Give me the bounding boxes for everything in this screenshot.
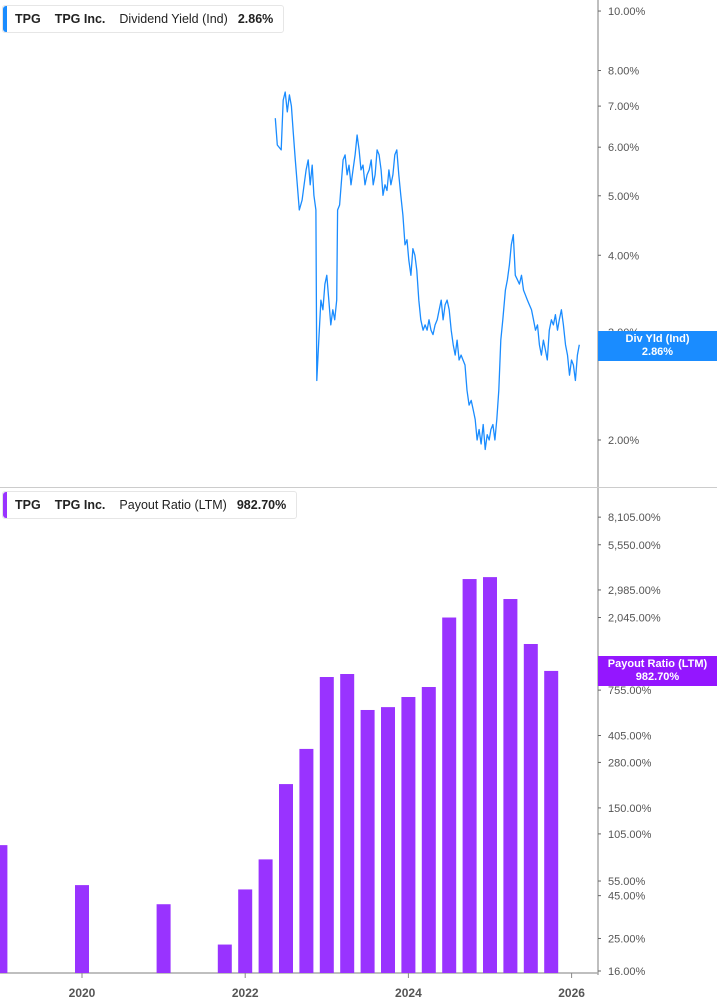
x-tick-label: 2020: [69, 986, 96, 1000]
payout-ratio-bar: [421, 687, 436, 973]
y-tick-label: 5.00%: [608, 191, 639, 203]
series-color-marker: [3, 6, 7, 32]
y-tick-label: 7.00%: [608, 101, 639, 113]
y-tick-label: 2,985.00%: [608, 585, 661, 597]
flag-value: 2.86%: [641, 346, 674, 358]
legend-payout-ratio[interactable]: TPG TPG Inc. Payout Ratio (LTM) 982.70%: [2, 491, 298, 519]
y-tick-label: 8.00%: [608, 66, 639, 78]
payout-ratio-bar: [442, 617, 457, 973]
y-tick-label: 405.00%: [608, 731, 652, 743]
payout-ratio-bar: [238, 889, 253, 973]
flag-label: Div Yld (Ind): [625, 333, 690, 345]
y-tick-label: 755.00%: [608, 685, 652, 697]
current-value-flag-payout: Payout Ratio (LTM) 982.70%: [598, 656, 717, 686]
y-tick-label: 6.00%: [608, 142, 639, 154]
payout-ratio-bar: [319, 677, 334, 973]
legend-value: 982.70%: [236, 498, 287, 512]
y-tick-label: 16.00%: [608, 966, 646, 978]
y-tick-label: 105.00%: [608, 829, 652, 841]
payout-ratio-bar: [217, 944, 232, 973]
legend-metric: Payout Ratio (LTM): [119, 498, 227, 512]
payout-ratio-bar: [258, 859, 273, 973]
flag-label: Payout Ratio (LTM): [607, 658, 708, 670]
legend-company: TPG Inc.: [54, 498, 106, 512]
legend-ticker: TPG: [15, 12, 41, 26]
y-tick-label: 2,045.00%: [608, 613, 661, 625]
payout-ratio-bar: [299, 748, 314, 973]
payout-ratio-bar: [156, 904, 171, 973]
payout-ratio-bar: [544, 670, 559, 973]
dividend-yield-line: [274, 91, 580, 451]
y-tick-label: 280.00%: [608, 757, 652, 769]
payout-ratio-bar: [381, 707, 395, 973]
y-tick-label: 45.00%: [608, 891, 646, 903]
x-tick-label: 2022: [232, 986, 259, 1000]
payout-ratio-bar: [279, 784, 293, 973]
payout-ratio-bar: [503, 599, 518, 973]
current-value-flag-yield: Div Yld (Ind) 2.86%: [598, 331, 717, 361]
payout-ratio-bar: [75, 885, 89, 973]
payout-ratio-bar: [340, 674, 355, 973]
y-tick-label: 55.00%: [608, 876, 646, 888]
y-tick-label: 2.00%: [608, 435, 639, 447]
payout-ratio-bar: [0, 845, 8, 973]
y-tick-label: 10.00%: [608, 6, 646, 18]
y-tick-label: 5,550.00%: [608, 540, 661, 552]
legend-dividend-yield[interactable]: TPG TPG Inc. Dividend Yield (Ind) 2.86%: [2, 5, 285, 33]
x-tick-label: 2024: [395, 986, 422, 1000]
payout-ratio-bar: [360, 709, 375, 973]
payout-ratio-bar: [483, 577, 497, 973]
payout-ratio-bar: [462, 579, 477, 973]
x-tick-label: 2026: [558, 986, 585, 1000]
legend-company: TPG Inc.: [54, 12, 106, 26]
legend-ticker: TPG: [15, 498, 41, 512]
legend-value: 2.86%: [237, 12, 274, 26]
series-color-marker: [3, 492, 7, 518]
y-tick-label: 25.00%: [608, 933, 646, 945]
payout-ratio-bar: [401, 697, 416, 973]
y-tick-label: 8,105.00%: [608, 512, 661, 524]
y-tick-label: 150.00%: [608, 803, 652, 815]
legend-metric: Dividend Yield (Ind): [119, 12, 228, 26]
payout-ratio-bar: [523, 643, 538, 973]
flag-value: 982.70%: [635, 671, 680, 683]
y-tick-label: 4.00%: [608, 250, 639, 262]
